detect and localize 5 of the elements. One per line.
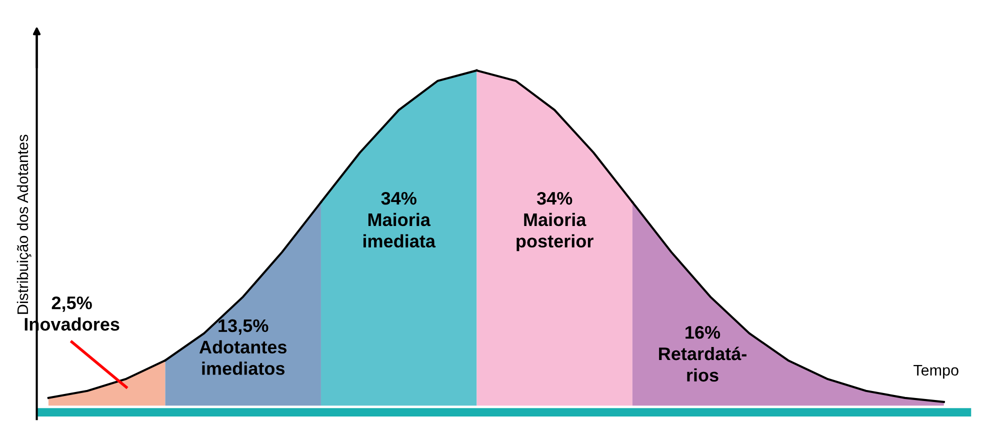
annotation: 13,5% Adotantes imediatos — [199, 319, 287, 375]
annotation: 16% Retardatá- rios — [659, 326, 746, 382]
x-axis-title: Tempo — [914, 364, 958, 379]
annotation: 34% Maioria posterior — [516, 192, 594, 252]
annotation: 34% Maioria imediata — [363, 192, 436, 248]
